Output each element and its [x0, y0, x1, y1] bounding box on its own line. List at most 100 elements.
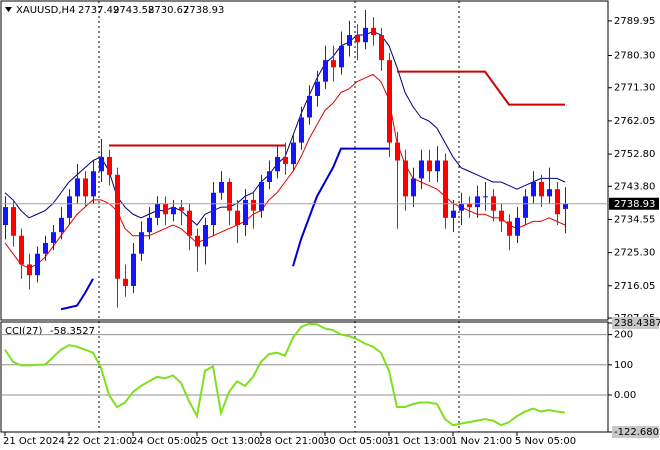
candle-body [131, 253, 136, 286]
candle-body [155, 203, 160, 218]
candle-body [555, 189, 560, 215]
chart-title: XAUUSD,H4 [16, 5, 75, 16]
candle-body [435, 160, 440, 172]
candle-body [267, 171, 272, 183]
candle-body [251, 199, 256, 211]
candle-body [307, 95, 312, 118]
candle-body [379, 35, 384, 61]
candle-body [451, 210, 456, 218]
candle-body [483, 196, 488, 198]
candle-body [139, 232, 144, 254]
cci-value: -58.3527 [50, 326, 95, 337]
step-line [292, 147, 389, 267]
x-tick-label: 1 Nov 21:00 [451, 436, 512, 447]
candle-body [363, 27, 368, 43]
candle-body [227, 182, 232, 211]
last-open: 2737.49 [78, 5, 119, 16]
candle-body [531, 182, 536, 197]
cci-frame [0, 321, 609, 433]
candle-body [419, 160, 424, 179]
y-tick-label: 2771.30 [614, 83, 655, 94]
candle-body [51, 232, 56, 243]
candle-body [235, 210, 240, 226]
candle-body [83, 178, 88, 197]
candle-body [67, 196, 72, 218]
candle-body [171, 207, 176, 215]
candle-body [27, 264, 32, 276]
candle-body [411, 178, 416, 197]
candle-body [395, 142, 400, 161]
candle-body [355, 35, 360, 43]
candle-body [475, 196, 480, 208]
price-box [609, 197, 659, 210]
y-tick-label: 2743.80 [614, 181, 655, 192]
y-tick-box [612, 317, 659, 329]
candle-body [163, 203, 168, 215]
x-tick-label: 30 Oct 05:00 [323, 436, 388, 447]
candle-body [35, 253, 40, 276]
candle-body [59, 217, 64, 233]
symbol-arrow [5, 7, 12, 12]
candle-body [403, 160, 408, 197]
candle-body [115, 174, 120, 279]
candle-body [179, 207, 184, 211]
candle-body [499, 210, 504, 222]
cci-line [4, 322, 566, 427]
candle-body [299, 117, 304, 143]
candle-body [243, 199, 248, 226]
candle-body [91, 171, 96, 197]
cci-title: CCI(27) [5, 326, 43, 337]
candle-body [19, 235, 24, 265]
candle-body [107, 156, 112, 175]
x-tick-label: 28 Oct 21:00 [259, 436, 324, 447]
price-label: 2738.93 [614, 199, 655, 210]
candle-body [331, 60, 336, 68]
candle-body [283, 156, 288, 165]
x-tick-label: 25 Oct 13:00 [195, 436, 260, 447]
y-tick-label: 2752.80 [614, 149, 655, 160]
y-tick-label: 2725.30 [614, 248, 655, 259]
candle-body [259, 182, 264, 211]
y-tick-label: 0.00 [614, 390, 636, 401]
y-tick-label: 200 [614, 330, 633, 341]
candle-body [515, 217, 520, 236]
candle-body [323, 60, 328, 82]
candle-body [443, 160, 448, 218]
last-high: 2743.58 [113, 5, 154, 16]
candle-body [539, 182, 544, 197]
candle-body [275, 156, 280, 172]
moving-average [4, 73, 566, 269]
candle-body [75, 178, 80, 197]
y-tick-label: 100 [614, 360, 633, 371]
candle-body [147, 217, 152, 233]
last-close: 2738.93 [183, 5, 224, 16]
main-frame [0, 0, 609, 321]
candle-body [187, 210, 192, 236]
candle-body [507, 221, 512, 236]
candle-body [291, 142, 296, 165]
candle-body [563, 203, 568, 209]
candle-body [123, 278, 128, 286]
y-tick-label: 2734.55 [614, 214, 655, 225]
candle-body [219, 182, 224, 193]
y-tick-label: -122.6802 [614, 427, 660, 438]
candle-body [547, 189, 552, 197]
candle-body [387, 60, 392, 143]
candle-body [427, 160, 432, 172]
candle-body [11, 207, 16, 236]
y-tick-label: 2716.05 [614, 281, 655, 292]
candle-body [203, 225, 208, 247]
y-tick-box [612, 426, 659, 438]
candle-body [195, 235, 200, 247]
candle-body [347, 35, 352, 46]
x-tick-label: 5 Nov 05:00 [515, 436, 576, 447]
candle-body [315, 81, 320, 96]
y-tick-label: 238.4387 [614, 318, 660, 329]
x-tick-label: 31 Oct 13:00 [387, 436, 452, 447]
y-tick-label: 2780.30 [614, 50, 655, 61]
moving-average [4, 30, 566, 226]
candle-body [371, 27, 376, 36]
candle-body [43, 242, 48, 254]
